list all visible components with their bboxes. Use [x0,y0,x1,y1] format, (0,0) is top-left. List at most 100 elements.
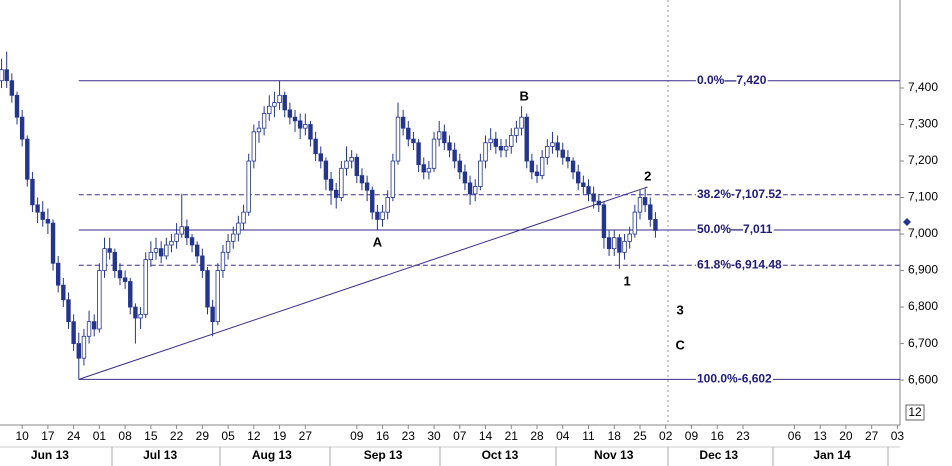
candle-body [241,211,246,224]
candle-body [86,321,92,337]
y-tick-label: 6,600 [908,372,938,386]
candle-body [545,146,550,158]
month-label: Nov 13 [594,448,634,462]
candle-body [375,211,380,220]
wave-label: 2 [644,169,651,184]
x-tick-label: 17 [41,429,55,443]
candle-body [478,160,483,187]
candle-body [107,248,112,253]
candle-body [102,248,107,271]
candle-body [524,116,529,162]
candle-body [349,156,354,162]
x-tick-label: 27 [299,429,313,443]
x-tick-label: 06 [788,429,802,443]
candle-body [256,127,262,133]
fib-label: 50.0%—7,011 [697,222,773,236]
fib-label: 0.0%—7,420 [697,73,767,87]
candle-body [117,270,123,279]
x-tick-label: 03 [891,429,905,443]
current-price-marker [903,218,911,226]
x-tick-label: 27 [865,429,879,443]
x-tick-label: 23 [736,429,750,443]
candle-body [128,281,133,308]
candle-body [45,219,51,224]
x-tick-label: 20 [839,429,853,443]
x-tick-label: 11 [582,429,595,443]
x-tick-label: 13 [814,429,828,443]
x-tick-label: 21 [505,429,519,443]
x-tick-label: 09 [350,429,364,443]
x-tick-label: 01 [93,429,107,443]
wave-label: C [675,338,685,353]
candle-body [637,197,643,213]
month-separators [111,447,889,466]
candle-body [339,167,344,198]
candle-body [318,153,323,162]
candle-body [648,204,653,220]
candle-body [406,127,411,140]
candle-body [287,109,293,118]
candle-body [4,69,9,82]
candle-body [653,219,658,231]
candle-body [179,226,184,235]
candle-body [591,193,596,202]
candle-body [40,211,45,220]
candle-body [66,299,71,323]
candle-body [251,131,257,162]
x-tick-label: 16 [376,429,390,443]
candle-body [61,284,66,301]
candle-body [76,343,81,359]
candle-body [421,164,426,173]
candle-body [627,233,632,242]
candle-body [596,200,601,206]
candle-body [581,182,586,187]
candle-body [617,237,622,253]
candle-body [483,142,488,162]
candle-body [313,138,318,155]
candle-body [462,171,468,184]
x-tick-label: 04 [556,429,570,443]
candle-body [380,211,385,220]
candle-body [9,80,15,96]
candle-body [565,156,571,162]
month-label: Jul 13 [143,448,177,462]
month-label: Aug 13 [252,448,292,462]
x-tick-label: 29 [196,429,210,443]
candle-body [370,189,375,213]
month-label: Jan 14 [813,448,851,462]
month-label: Oct 13 [482,448,519,462]
x-tick-label: 22 [170,429,184,443]
candle-body [50,222,56,264]
x-tick-label: 07 [453,429,467,443]
x-tick-label: 09 [685,429,699,443]
candle-body [509,135,514,147]
month-label: Jun 13 [31,448,69,462]
candle-body [560,149,565,158]
fib-label-bg [696,72,768,87]
candle-body [555,142,560,151]
candle-body [550,142,555,147]
candle-body [431,138,437,169]
candle-body [411,138,416,144]
candle-body [169,240,174,246]
candle-body [328,178,334,191]
candle-body [632,211,638,235]
y-tick-label: 7,000 [908,226,938,240]
x-tick-label: 23 [402,429,416,443]
y-tick-label: 6,800 [908,299,938,313]
candle-body [612,237,617,250]
x-tick-label: 19 [273,429,287,443]
candle-body [112,251,118,271]
candle-body [622,240,627,253]
x-tick-label: 18 [608,429,622,443]
month-label: Dec 13 [699,448,738,462]
candle-body [81,335,87,359]
candle-body [498,146,504,151]
candle-body [390,160,396,198]
candle-body [601,204,607,239]
candle-body [267,105,272,114]
candle-body [153,248,159,253]
x-tick-label: 10 [15,429,29,443]
candle-body [246,160,251,213]
